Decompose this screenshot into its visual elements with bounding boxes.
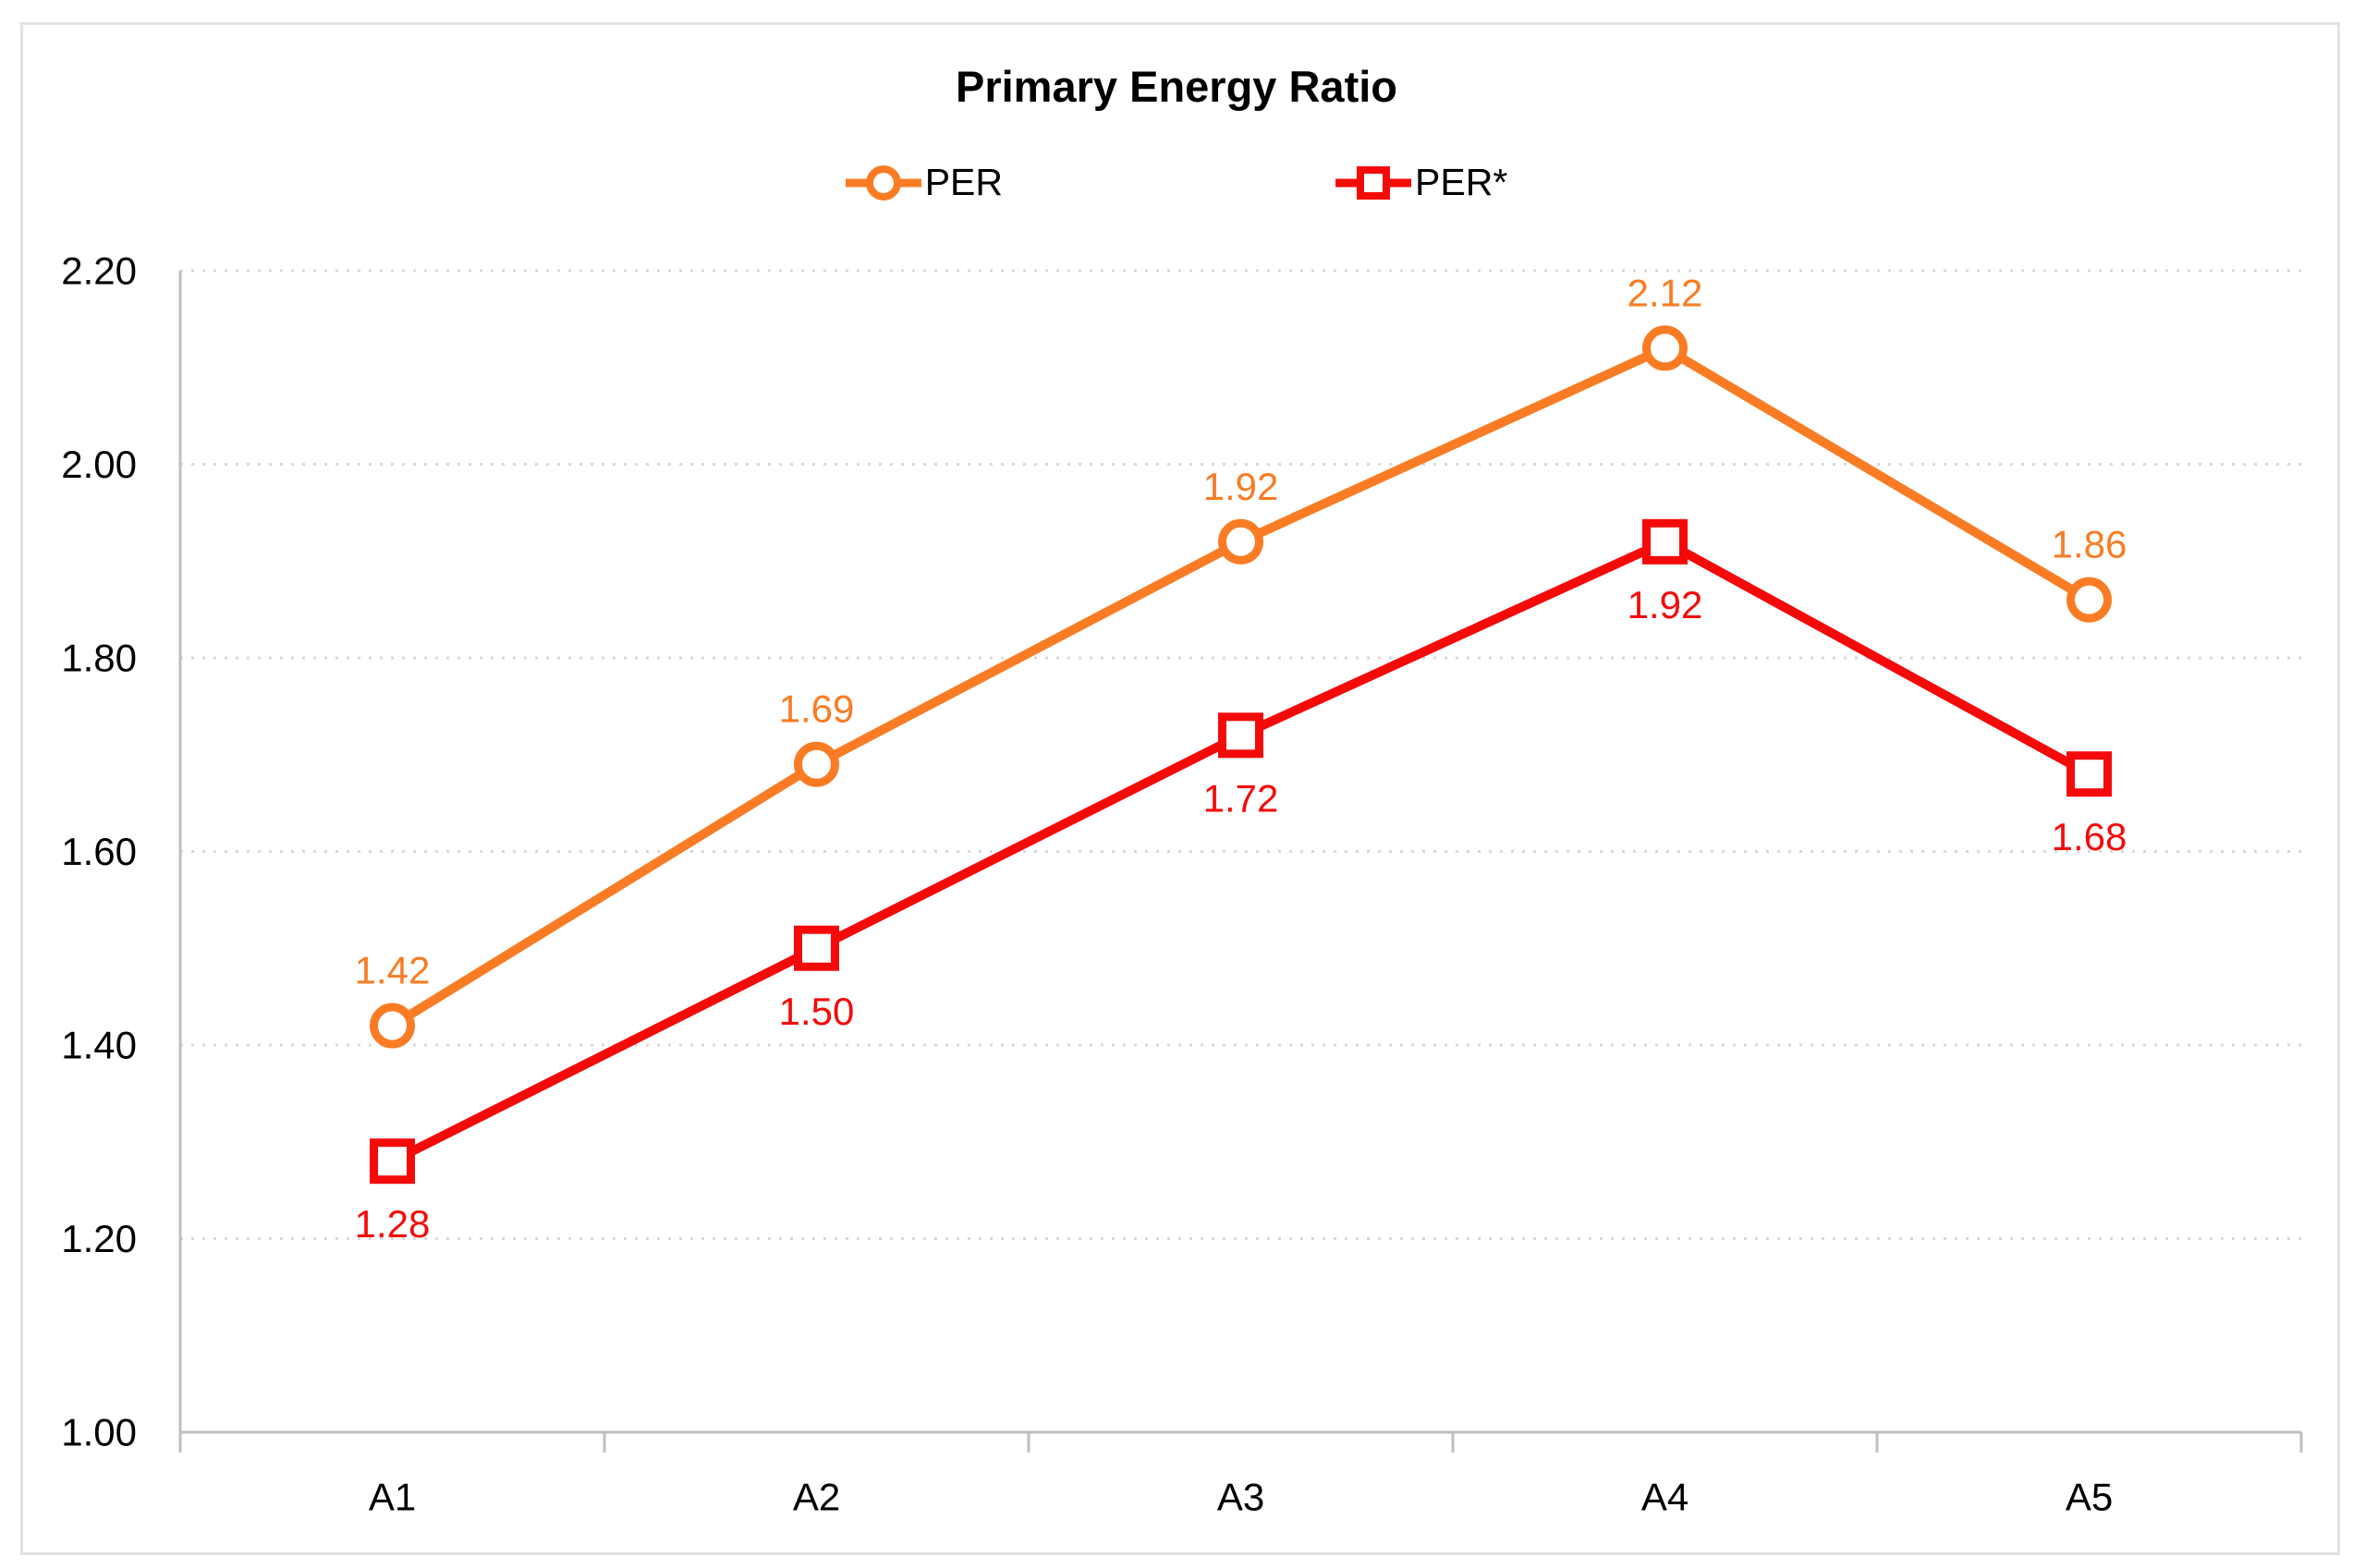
legend-label: PER [924,161,1004,203]
data-label: 1.92 [1203,465,1279,508]
data-label: 2.12 [1628,271,1703,314]
data-point-marker [370,1138,415,1185]
legend-marker-square-icon [1335,165,1412,200]
data-label: 1.50 [779,990,855,1033]
x-tick-label: A4 [1641,1476,1689,1519]
data-label: 1.68 [2052,815,2127,858]
data-label: 1.72 [1203,776,1279,820]
y-tick-label: 1.60 [61,830,137,873]
legend-label: PER* [1415,161,1508,203]
data-point-marker [1218,518,1263,565]
y-tick-label: 2.20 [61,249,137,293]
legend: PER PER* [0,161,2353,204]
legend-marker-circle-icon [845,164,921,201]
data-label: 1.28 [355,1202,431,1246]
y-tick-label: 2.00 [61,443,137,486]
data-point-marker [794,925,839,971]
data-point-marker [1642,325,1688,371]
chart-title: Primary Energy Ratio [955,62,1397,111]
data-point-marker [2066,577,2112,623]
data-label: 1.92 [1628,583,1703,626]
x-tick-label: A3 [1217,1476,1264,1519]
x-tick-label: A1 [369,1476,416,1519]
data-point-marker [1642,518,1688,565]
data-point-marker [1218,712,1263,759]
y-tick-label: 1.00 [61,1411,137,1454]
figure-border [20,22,2340,1555]
data-label: 1.42 [355,949,431,992]
data-point-marker [794,741,839,787]
data-label: 1.69 [779,687,855,731]
data-label: 1.86 [2052,523,2127,566]
series-line-PER [387,343,2094,1031]
data-point-marker [2066,751,2112,797]
y-tick-label: 1.20 [61,1217,137,1260]
y-tick-label: 1.80 [61,637,137,680]
y-tick-label: 1.40 [61,1024,137,1067]
legend-item-per: PER [845,161,1004,204]
x-tick-label: A2 [793,1476,840,1519]
x-tick-label: A5 [2066,1476,2113,1519]
legend-item-per-star: PER* [1335,161,1507,204]
data-point-marker [370,1003,415,1049]
